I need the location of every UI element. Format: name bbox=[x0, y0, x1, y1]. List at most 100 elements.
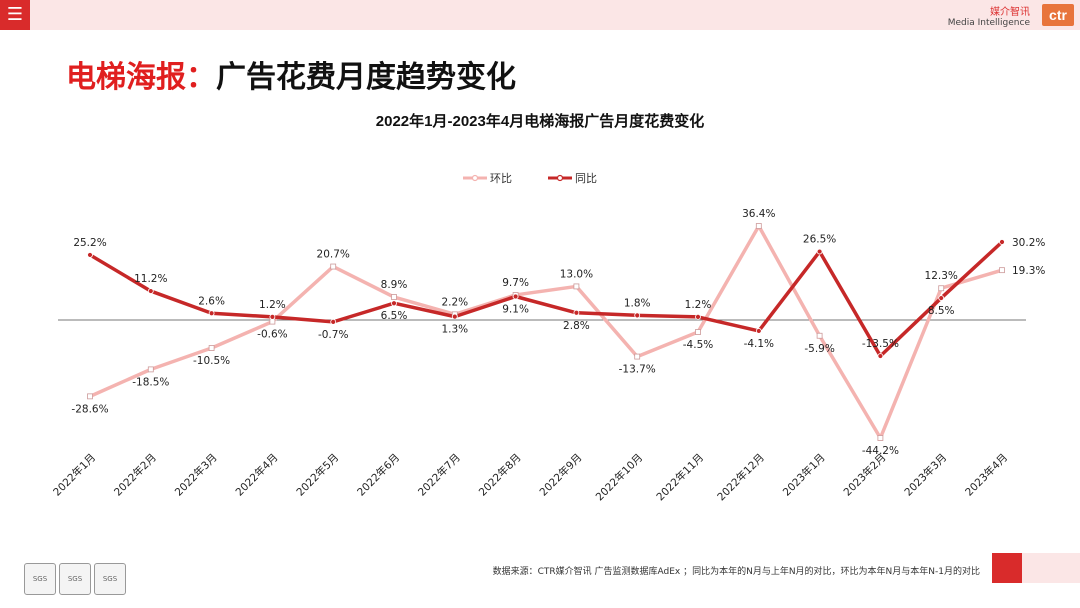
point-tongbi bbox=[147, 288, 154, 294]
x-tick-label: 2022年2月 bbox=[111, 451, 159, 499]
x-tick-label: 2022年6月 bbox=[354, 451, 402, 499]
data-label-huanbi: 36.4% bbox=[742, 208, 775, 220]
sgs-badge-icon: SGS bbox=[59, 563, 91, 595]
point-tongbi bbox=[330, 318, 337, 325]
data-label-tongbi: 8.5% bbox=[928, 305, 955, 317]
data-label-huanbi: -10.5% bbox=[193, 355, 230, 367]
data-label-huanbi: -0.6% bbox=[257, 329, 287, 341]
x-tick-label: 2022年8月 bbox=[476, 451, 524, 499]
data-label-tongbi: 1.8% bbox=[624, 297, 651, 309]
point-huanbi bbox=[330, 263, 337, 270]
data-label-tongbi: -4.1% bbox=[744, 338, 774, 350]
data-label-tongbi: 2.6% bbox=[198, 295, 225, 307]
point-tongbi bbox=[573, 309, 580, 316]
chart-title: 2022年1月-2023年4月电梯海报广告月度花费变化 bbox=[375, 113, 705, 130]
x-tick-label: 2023年4月 bbox=[962, 451, 1010, 499]
point-huanbi bbox=[999, 267, 1005, 274]
data-label-huanbi: 12.3% bbox=[925, 270, 958, 282]
data-label-tongbi: 6.5% bbox=[381, 310, 408, 322]
x-tick-label: 2023年1月 bbox=[780, 451, 828, 499]
point-tongbi bbox=[87, 252, 93, 258]
series-line-2 bbox=[88, 240, 1004, 358]
ctr-logo: ctr bbox=[1042, 4, 1074, 26]
point-huanbi bbox=[695, 329, 701, 335]
point-tongbi bbox=[755, 328, 762, 334]
sgs-badge-icon: SGS bbox=[24, 563, 56, 595]
point-huanbi bbox=[391, 294, 397, 300]
data-label-tongbi: 26.5% bbox=[803, 234, 836, 246]
data-source-note: 数据来源：CTR媒介智讯 广告监测数据库AdEx ；同比为本年的N月与上年N月的… bbox=[492, 567, 980, 577]
point-huanbi bbox=[755, 223, 762, 229]
x-tick-label: 2022年7月 bbox=[415, 451, 463, 499]
data-label-tongbi: 30.2% bbox=[1012, 237, 1045, 249]
data-label-tongbi: 11.2% bbox=[134, 273, 167, 285]
series-line-1 bbox=[88, 224, 1004, 440]
point-huanbi bbox=[634, 353, 641, 360]
point-tongbi bbox=[877, 353, 884, 359]
point-tongbi bbox=[512, 293, 519, 300]
data-label-huanbi: 13.0% bbox=[560, 268, 593, 280]
data-label-huanbi: 9.7% bbox=[502, 277, 529, 289]
point-tongbi bbox=[999, 239, 1005, 245]
point-huanbi bbox=[87, 393, 93, 400]
x-tick-label: 2022年11月 bbox=[654, 451, 706, 503]
data-label-huanbi: -44.2% bbox=[862, 445, 899, 457]
data-label-huanbi: 8.9% bbox=[381, 279, 408, 291]
point-huanbi bbox=[147, 366, 154, 373]
brand: 媒介智讯 Media Intelligence bbox=[948, 7, 1030, 28]
page-title: 电梯海报：广告花费月度趋势变化 bbox=[66, 52, 516, 96]
bottom-accent-block bbox=[992, 553, 1022, 583]
data-label-tongbi: -0.7% bbox=[318, 329, 348, 341]
x-tick-label: 2022年3月 bbox=[172, 451, 220, 499]
data-label-huanbi: 2.2% bbox=[441, 296, 468, 308]
data-label-huanbi: -5.9% bbox=[804, 343, 834, 355]
x-tick-label: 2022年5月 bbox=[294, 451, 342, 499]
hamburger-menu-icon[interactable]: ☰ bbox=[0, 0, 30, 30]
legend-marker-1 bbox=[471, 174, 479, 182]
point-huanbi bbox=[816, 332, 823, 339]
x-tick-label: 2022年10月 bbox=[593, 451, 645, 503]
brand-cn: 媒介智讯 bbox=[990, 7, 1030, 18]
point-tongbi bbox=[451, 313, 458, 320]
top-bar: ☰ 媒介智讯 Media Intelligence ctr bbox=[0, 0, 1080, 30]
point-huanbi bbox=[573, 283, 580, 290]
data-label-tongbi: 1.3% bbox=[441, 324, 468, 336]
point-huanbi bbox=[208, 345, 215, 351]
data-label-tongbi: 1.2% bbox=[259, 299, 286, 311]
point-tongbi bbox=[208, 310, 215, 317]
point-tongbi bbox=[816, 248, 823, 255]
data-label-tongbi: 25.2% bbox=[73, 237, 106, 249]
x-tick-label: 2023年3月 bbox=[902, 451, 950, 499]
data-label-huanbi: 19.3% bbox=[1012, 265, 1045, 277]
sgs-certifications: SGS SGS SGS bbox=[24, 563, 126, 597]
brand-en: Media Intelligence bbox=[947, 18, 1030, 28]
x-tick-label: 2022年12月 bbox=[715, 451, 767, 503]
x-tick-label: 2022年9月 bbox=[537, 451, 585, 499]
page-title-black: 广告花费月度趋势变化 bbox=[216, 60, 516, 95]
data-label-huanbi: 20.7% bbox=[317, 249, 350, 261]
data-label-huanbi: -28.6% bbox=[71, 403, 108, 415]
page-title-red: 电梯海报： bbox=[66, 60, 216, 95]
x-tick-label: 2022年4月 bbox=[233, 451, 281, 499]
data-label-tongbi: 1.2% bbox=[685, 299, 712, 311]
x-tick-label: 2022年1月 bbox=[50, 451, 98, 499]
legend-label-1: 环比 bbox=[490, 172, 512, 185]
data-label-huanbi: -4.5% bbox=[683, 339, 713, 351]
point-huanbi bbox=[877, 435, 884, 441]
data-label-tongbi: 9.1% bbox=[502, 304, 529, 316]
point-huanbi bbox=[269, 318, 276, 325]
legend-label-2: 同比 bbox=[575, 172, 597, 185]
point-tongbi bbox=[269, 314, 276, 320]
point-tongbi bbox=[938, 295, 945, 301]
point-tongbi bbox=[695, 314, 701, 320]
point-tongbi bbox=[634, 312, 641, 319]
x-tick-label: 2023年2月 bbox=[841, 451, 889, 499]
bottom-pink-block bbox=[1022, 553, 1080, 583]
data-label-huanbi: -18.5% bbox=[132, 376, 169, 388]
data-label-tongbi: -13.5% bbox=[862, 338, 899, 350]
data-label-huanbi: -13.7% bbox=[619, 364, 656, 376]
point-huanbi bbox=[938, 285, 945, 292]
data-label-tongbi: 2.8% bbox=[563, 320, 590, 332]
legend-marker-2 bbox=[556, 174, 564, 182]
